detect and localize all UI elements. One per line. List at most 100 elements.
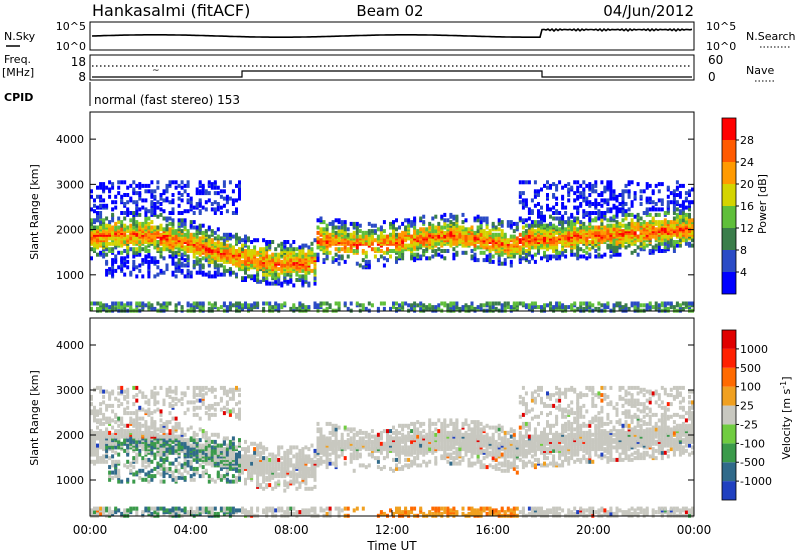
power-cell	[661, 202, 664, 206]
velocity-cell	[144, 427, 147, 431]
power-colorbar-tick-label: 12	[740, 222, 754, 235]
velocity-cell	[220, 447, 223, 451]
power-cell	[380, 249, 383, 253]
velocity-cell	[172, 445, 175, 449]
velocity-cell	[211, 440, 214, 444]
power-cell	[501, 262, 504, 266]
power-cell	[241, 253, 244, 257]
power-cell	[175, 251, 178, 255]
power-cell	[202, 231, 205, 235]
velocity-cell	[126, 460, 129, 464]
velocity-cell	[181, 427, 184, 431]
power-cell	[525, 202, 528, 206]
velocity-cell	[150, 474, 153, 478]
power-cell	[640, 303, 643, 307]
power-cell	[564, 249, 567, 253]
power-cell	[576, 220, 579, 224]
velocity-cell	[193, 472, 196, 476]
power-cell	[105, 204, 108, 208]
power-cell	[356, 235, 359, 239]
power-cell	[492, 260, 495, 264]
power-cell	[147, 274, 150, 278]
power-cell	[238, 188, 241, 192]
power-cell	[229, 244, 232, 248]
power-ytick-label-3000: 3000	[56, 178, 84, 191]
power-cell	[383, 256, 386, 260]
power-cell	[588, 193, 591, 197]
power-cell	[679, 303, 682, 307]
power-cell	[93, 302, 96, 306]
power-cell	[591, 202, 594, 206]
power-cell	[253, 274, 256, 278]
power-cell	[181, 269, 184, 273]
power-cell	[232, 198, 235, 202]
power-cell	[528, 260, 531, 264]
power-cell	[631, 218, 634, 222]
velocity-cell	[172, 404, 175, 408]
power-cell	[567, 198, 570, 202]
velocity-cell	[184, 469, 187, 473]
power-cell	[301, 244, 304, 248]
power-cell	[138, 213, 141, 217]
velocity-cell	[141, 395, 144, 399]
power-cell	[631, 200, 634, 204]
power-cell	[214, 236, 217, 240]
power-cell	[144, 303, 147, 307]
power-cell	[135, 247, 138, 251]
power-cell	[265, 245, 268, 249]
power-cell	[655, 184, 658, 188]
velocity-cell	[102, 422, 105, 426]
power-cell	[634, 302, 637, 306]
power-cell	[570, 213, 573, 217]
power-cell	[96, 245, 99, 249]
velocity-cell	[93, 415, 96, 419]
velocity-cell	[150, 417, 153, 421]
velocity-cell	[123, 508, 126, 512]
power-cell	[455, 215, 458, 219]
power-cell	[570, 253, 573, 257]
power-cell	[564, 184, 567, 188]
power-cell	[591, 226, 594, 230]
power-cell	[96, 206, 99, 210]
power-cell	[495, 233, 498, 237]
power-cell	[244, 305, 247, 309]
power-cell	[446, 224, 449, 228]
power-cell	[238, 236, 241, 240]
power-cell	[274, 253, 277, 257]
velocity-cell	[163, 474, 166, 478]
power-cell	[534, 204, 537, 208]
power-cell	[365, 231, 368, 235]
power-cell	[217, 202, 220, 206]
velocity-cell	[141, 424, 144, 428]
power-cell	[111, 182, 114, 186]
freq-left-tick-bottom: 8	[78, 70, 86, 84]
power-cell	[120, 224, 123, 228]
velocity-cell	[214, 395, 217, 399]
power-cell	[338, 307, 341, 311]
power-cell	[549, 184, 552, 188]
velocity-cell	[181, 508, 184, 512]
power-cell	[640, 189, 643, 193]
power-cell	[307, 305, 310, 309]
velocity-cell	[160, 467, 163, 471]
power-cell	[274, 280, 277, 284]
velocity-cell	[144, 451, 147, 455]
power-cell	[350, 302, 353, 306]
power-cell	[120, 251, 123, 255]
power-cell	[317, 236, 320, 240]
power-cell	[271, 282, 274, 286]
power-cell	[588, 240, 591, 244]
power-cell	[184, 218, 187, 222]
velocity-cell	[178, 462, 181, 466]
velocity-cell	[144, 431, 147, 435]
power-cell	[138, 222, 141, 226]
power-cell	[489, 302, 492, 306]
velocity-cell	[169, 508, 172, 512]
power-cell	[664, 222, 667, 226]
power-cell	[235, 184, 238, 188]
power-cell	[289, 307, 292, 311]
velocity-cell	[181, 402, 184, 406]
velocity-cell	[120, 417, 123, 421]
power-cell	[178, 302, 181, 306]
power-cell	[558, 180, 561, 184]
